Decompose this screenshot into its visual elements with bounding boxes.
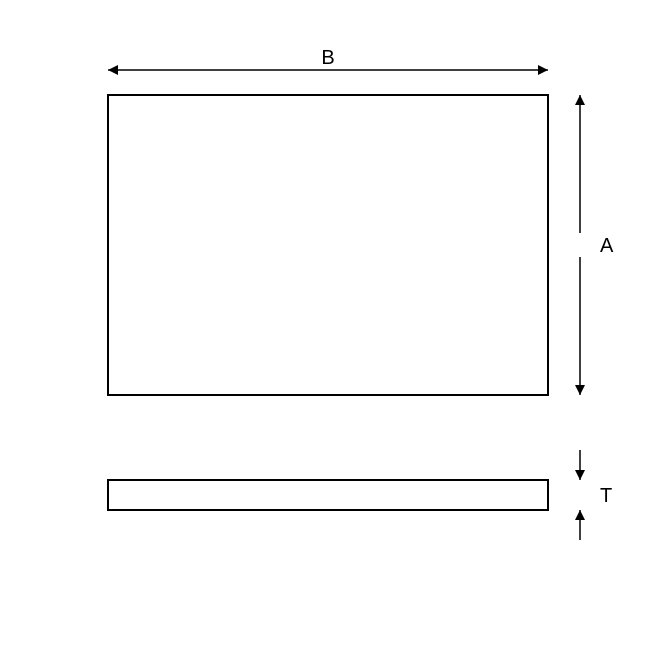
dimension-B-label: B (321, 47, 334, 69)
dimension-T: T (575, 450, 612, 540)
main-rectangle (108, 95, 548, 395)
dimension-A-label: A (600, 235, 614, 257)
dimension-B: B (108, 47, 548, 75)
dimension-T-label: T (600, 485, 612, 507)
side-rectangle (108, 480, 548, 510)
dimension-A: A (575, 95, 614, 395)
dimension-diagram: B A T (0, 0, 670, 670)
